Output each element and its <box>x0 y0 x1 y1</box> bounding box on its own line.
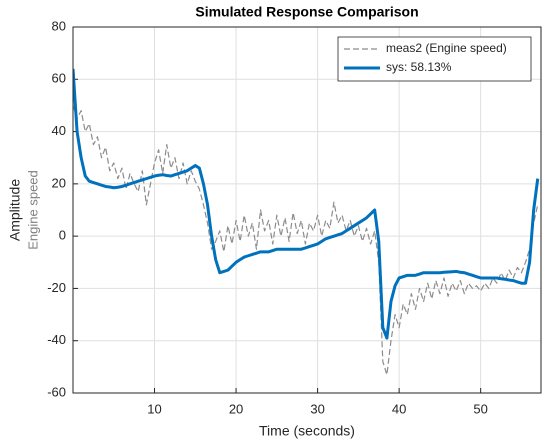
y-tick-label: 20 <box>52 175 66 190</box>
y-tick-label: 0 <box>59 228 66 243</box>
y-tick-label: -20 <box>47 280 66 295</box>
y-tick-label: -60 <box>47 384 66 399</box>
data-line <box>73 68 540 340</box>
y-axis-sublabel: Engine speed <box>25 170 40 250</box>
plot-border <box>72 26 542 394</box>
x-axis-label: Time (seconds) <box>259 423 355 439</box>
y-tick-label: -40 <box>47 332 66 347</box>
y-tick-label: 80 <box>52 18 66 33</box>
data-line <box>73 105 539 376</box>
chart-title: Simulated Response Comparison <box>195 4 418 20</box>
x-tick-label: 20 <box>229 401 243 416</box>
legend-label: sys: 58.13% <box>386 60 452 74</box>
x-tick-label: 30 <box>310 401 324 416</box>
y-tick-label: 60 <box>52 71 66 86</box>
y-tick-label: 40 <box>52 123 66 138</box>
x-tick-label: 10 <box>147 401 161 416</box>
x-tick-label: 50 <box>473 401 487 416</box>
legend-box <box>337 36 532 82</box>
x-tick-label: 40 <box>392 401 406 416</box>
series-group <box>73 68 540 376</box>
y-axis-label: Amplitude <box>7 179 23 241</box>
legend-label: meas2 (Engine speed) <box>386 41 507 55</box>
plot-area <box>73 27 541 393</box>
